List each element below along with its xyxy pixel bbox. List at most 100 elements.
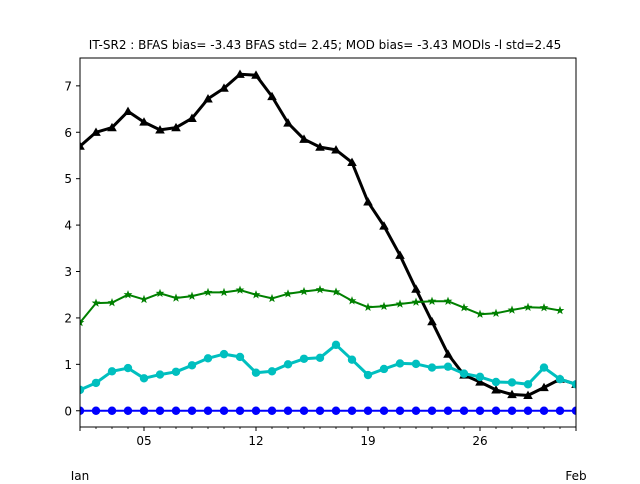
data-point: [395, 359, 405, 368]
data-point: [331, 287, 341, 296]
y-tick-label: 3: [64, 265, 72, 279]
plot-frame: [79, 57, 577, 428]
data-point: [459, 406, 469, 415]
data-point: [107, 367, 117, 376]
data-point: [331, 406, 341, 415]
data-point: [539, 363, 549, 372]
data-point: [475, 372, 485, 382]
data-point: [315, 285, 325, 294]
data-point: [491, 406, 501, 415]
data-point: [379, 301, 389, 311]
data-point: [411, 297, 421, 306]
data-point: [251, 406, 261, 415]
data-point: [491, 385, 501, 394]
data-point: [427, 406, 437, 415]
data-point: [107, 298, 117, 307]
data-point: [395, 406, 405, 415]
y-tick-label: 2: [64, 311, 72, 325]
y-tick-label: 5: [64, 172, 72, 186]
series-2: [80, 340, 576, 395]
data-point: [475, 309, 485, 318]
data-point: [123, 363, 133, 373]
y-tick-label: 4: [64, 219, 72, 233]
data-point: [219, 406, 229, 415]
x-tick-label: 05: [136, 434, 151, 448]
y-tick-label: 0: [64, 404, 72, 418]
data-point: [523, 406, 533, 415]
data-point: [203, 354, 213, 363]
data-point: [459, 303, 469, 312]
data-point: [507, 305, 517, 314]
data-point: [219, 83, 229, 92]
data-point: [363, 406, 373, 415]
data-point: [539, 382, 549, 392]
data-point: [571, 406, 576, 415]
series-line: [80, 288, 561, 324]
data-point: [379, 221, 389, 230]
data-point: [571, 380, 576, 389]
data-point: [187, 113, 197, 122]
data-point: [507, 378, 517, 387]
data-point: [283, 360, 293, 369]
data-point: [555, 374, 565, 384]
data-point: [235, 285, 245, 294]
data-point: [363, 302, 373, 311]
data-point: [91, 406, 101, 415]
data-point: [427, 363, 437, 372]
data-point: [91, 298, 101, 307]
data-point: [395, 250, 405, 259]
data-point: [475, 406, 485, 415]
data-point: [507, 389, 517, 399]
data-point: [475, 377, 485, 386]
data-point: [80, 406, 85, 415]
data-point: [331, 145, 341, 154]
data-point: [139, 374, 149, 383]
data-point: [139, 117, 149, 126]
data-point: [347, 355, 357, 364]
data-point: [347, 296, 357, 305]
data-point: [347, 406, 357, 415]
data-point: [187, 361, 197, 370]
data-point: [171, 406, 181, 415]
series-0: [80, 69, 576, 400]
data-point: [363, 370, 373, 380]
data-point: [171, 293, 181, 302]
data-point: [411, 284, 421, 293]
data-point: [523, 380, 533, 389]
series-1: [80, 285, 565, 327]
series-group: [80, 69, 576, 415]
data-point: [443, 362, 453, 371]
data-point: [411, 359, 421, 369]
data-point: [299, 134, 309, 143]
data-point: [80, 141, 85, 150]
data-point: [427, 296, 437, 305]
data-point: [123, 290, 133, 299]
series-line: [80, 343, 576, 392]
data-point: [235, 69, 245, 78]
y-tick-label: 7: [64, 79, 72, 93]
data-point: [267, 293, 277, 303]
data-point: [123, 106, 133, 115]
data-point: [187, 406, 197, 415]
data-point: [315, 406, 325, 415]
series-line: [80, 72, 576, 397]
data-point: [235, 406, 245, 415]
x-tick-label: 26: [472, 434, 487, 448]
data-point: [491, 308, 501, 317]
data-point: [267, 406, 277, 415]
data-point: [523, 390, 533, 400]
data-point: [107, 406, 117, 415]
data-point: [523, 302, 533, 311]
data-point: [123, 406, 133, 415]
data-point: [155, 288, 165, 298]
data-point: [171, 122, 181, 132]
data-point: [203, 287, 213, 297]
data-point: [443, 349, 453, 358]
data-point: [315, 353, 325, 363]
data-point: [155, 125, 165, 134]
data-point: [171, 367, 181, 376]
data-point: [347, 157, 357, 167]
